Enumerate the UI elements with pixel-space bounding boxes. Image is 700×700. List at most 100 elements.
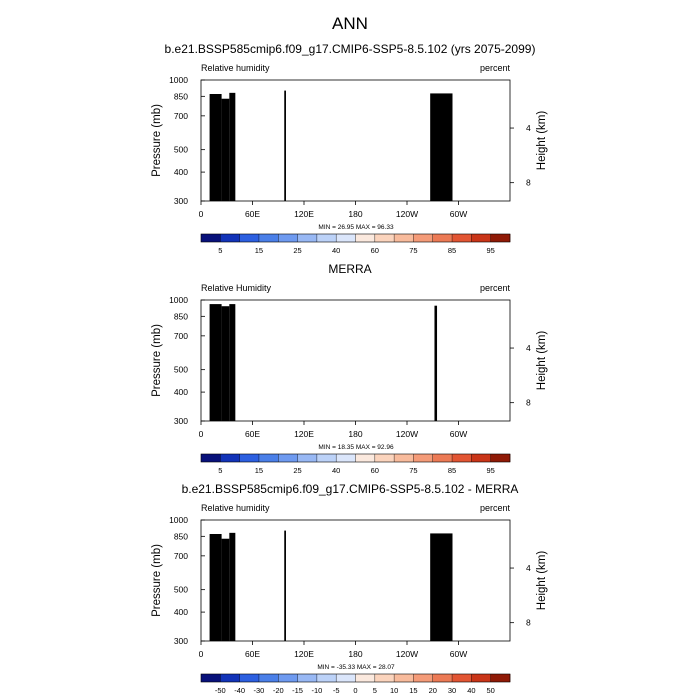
colorbar-swatch — [297, 234, 318, 242]
y-axis-label: Pressure (mb) — [151, 324, 163, 397]
colorbar-swatch — [258, 234, 279, 242]
topography-mask — [434, 305, 438, 421]
panel-variable-label: Relative humidity — [201, 63, 270, 73]
panel-variable-label: Relative humidity — [201, 503, 270, 513]
panel-title: b.e21.BSSP585cmip6.f09_g17.CMIP6-SSP5-8.… — [165, 42, 536, 56]
colorbar-swatch — [374, 234, 395, 242]
y-tick-label: 850 — [174, 311, 188, 321]
x-tick-label: 120W — [396, 429, 418, 439]
y-tick-label: 850 — [174, 91, 188, 101]
plot-frame — [200, 299, 511, 422]
colorbar-swatch — [413, 454, 434, 462]
colorbar-swatch — [316, 454, 337, 462]
y-tick-label: 400 — [174, 167, 188, 177]
y-tick-label: 1000 — [169, 295, 188, 305]
colorbar-tick-label: 5 — [218, 246, 222, 255]
colorbar-tick-label: 15 — [255, 246, 263, 255]
colorbar-swatch — [239, 234, 260, 242]
colorbar-swatch — [374, 454, 395, 462]
panel-1: b.e21.BSSP585cmip6.f09_g17.CMIP6-SSP5-8.… — [151, 42, 548, 255]
y-tick-label: 500 — [174, 145, 188, 155]
colorbar-swatch — [220, 454, 240, 462]
x-tick-label: 120E — [294, 429, 314, 439]
colorbar-tick-label: 25 — [293, 466, 301, 475]
colorbar-swatch — [201, 454, 221, 462]
y-tick-label: 400 — [174, 387, 188, 397]
colorbar-swatch — [278, 454, 298, 462]
x-tick-label: 180 — [348, 429, 362, 439]
topography-mask — [229, 304, 236, 421]
y-tick-label: 500 — [174, 365, 188, 375]
y-tick-label: 1000 — [169, 75, 188, 85]
colorbar-tick-label: 60 — [371, 466, 379, 475]
colorbar-swatch — [490, 234, 511, 242]
colorbar-swatch — [432, 234, 453, 242]
colorbar-swatch — [336, 234, 356, 242]
x-tick-label: 60E — [245, 429, 260, 439]
colorbar-tick-label: 75 — [409, 246, 417, 255]
colorbar-swatch — [490, 454, 511, 462]
x-tick-label: 120W — [396, 209, 418, 219]
colorbar-swatch — [394, 454, 414, 462]
topography-mask — [229, 92, 236, 201]
x-tick-label: 60E — [245, 209, 260, 219]
y-tick-label: 700 — [174, 331, 188, 341]
min-max-stats: MIN = 18.35 MAX = 92.96 — [318, 444, 394, 451]
topography-mask — [221, 98, 230, 201]
plot-frame — [200, 79, 511, 202]
y2-tick-label: 8 — [526, 178, 531, 188]
colorbar-swatch — [452, 454, 472, 462]
colorbar-swatch — [278, 234, 298, 242]
colorbar-swatch — [471, 454, 491, 462]
colorbar-swatch — [355, 454, 376, 462]
colorbar-swatch — [336, 454, 356, 462]
panel-variable-label: Relative Humidity — [201, 283, 272, 293]
colorbar-tick-label: 85 — [448, 466, 456, 475]
colorbar-tick-label: 40 — [332, 466, 340, 475]
colorbar-swatch — [297, 454, 318, 462]
colorbar-tick-label: 40 — [332, 246, 340, 255]
y-axis-label: Pressure (mb) — [151, 104, 163, 177]
y2-tick-label: 8 — [526, 398, 531, 408]
panel-title: MERRA — [328, 262, 371, 276]
colorbar-swatch — [239, 454, 260, 462]
colorbar-swatch — [432, 454, 453, 462]
colorbar-swatch — [413, 234, 434, 242]
colorbar-swatch — [258, 454, 279, 462]
min-max-stats: MIN = 26.95 MAX = 96.33 — [318, 224, 394, 231]
colorbar-swatch — [316, 234, 337, 242]
colorbar-tick-label: 15 — [255, 466, 263, 475]
colorbar-tick-label: 75 — [409, 466, 417, 475]
x-tick-label: 0 — [199, 429, 204, 439]
topography-mask — [209, 94, 222, 201]
figure-title: ANN — [332, 14, 368, 33]
topography-mask — [209, 304, 222, 421]
panel-units-label: percent — [480, 63, 511, 73]
x-tick-label: 60W — [450, 209, 467, 219]
x-tick-label: 0 — [199, 209, 204, 219]
panels: b.e21.BSSP585cmip6.f09_g17.CMIP6-SSP5-8.… — [151, 42, 548, 695]
colorbar-swatch — [220, 234, 240, 242]
colorbar-tick-label: 60 — [371, 246, 379, 255]
colorbar-tick-label: 85 — [448, 246, 456, 255]
y2-tick-label: 4 — [526, 343, 531, 353]
panel-3: b.e21.BSSP585cmip6.f09_g17.CMIP6-SSP5-8.… — [151, 482, 548, 695]
x-tick-label: 180 — [348, 209, 362, 219]
colorbar-tick-label: 95 — [487, 246, 495, 255]
y2-tick-label: 4 — [526, 123, 531, 133]
x-tick-label: 60W — [450, 429, 467, 439]
colorbar-swatch — [201, 234, 221, 242]
panel-title: b.e21.BSSP585cmip6.f09_g17.CMIP6-SSP5-8.… — [182, 482, 519, 496]
x-tick-label: 120E — [294, 209, 314, 219]
colorbar-swatch — [394, 234, 414, 242]
y2-axis-label: Height (km) — [536, 111, 548, 171]
topography-mask — [221, 306, 230, 421]
y-tick-label: 700 — [174, 111, 188, 121]
y2-axis-label: Height (km) — [536, 331, 548, 391]
colorbar-swatch — [452, 234, 472, 242]
y-tick-label: 300 — [174, 196, 188, 206]
colorbar-tick-label: 25 — [293, 246, 301, 255]
topography-mask — [284, 90, 286, 201]
y-tick-label: 300 — [174, 416, 188, 426]
